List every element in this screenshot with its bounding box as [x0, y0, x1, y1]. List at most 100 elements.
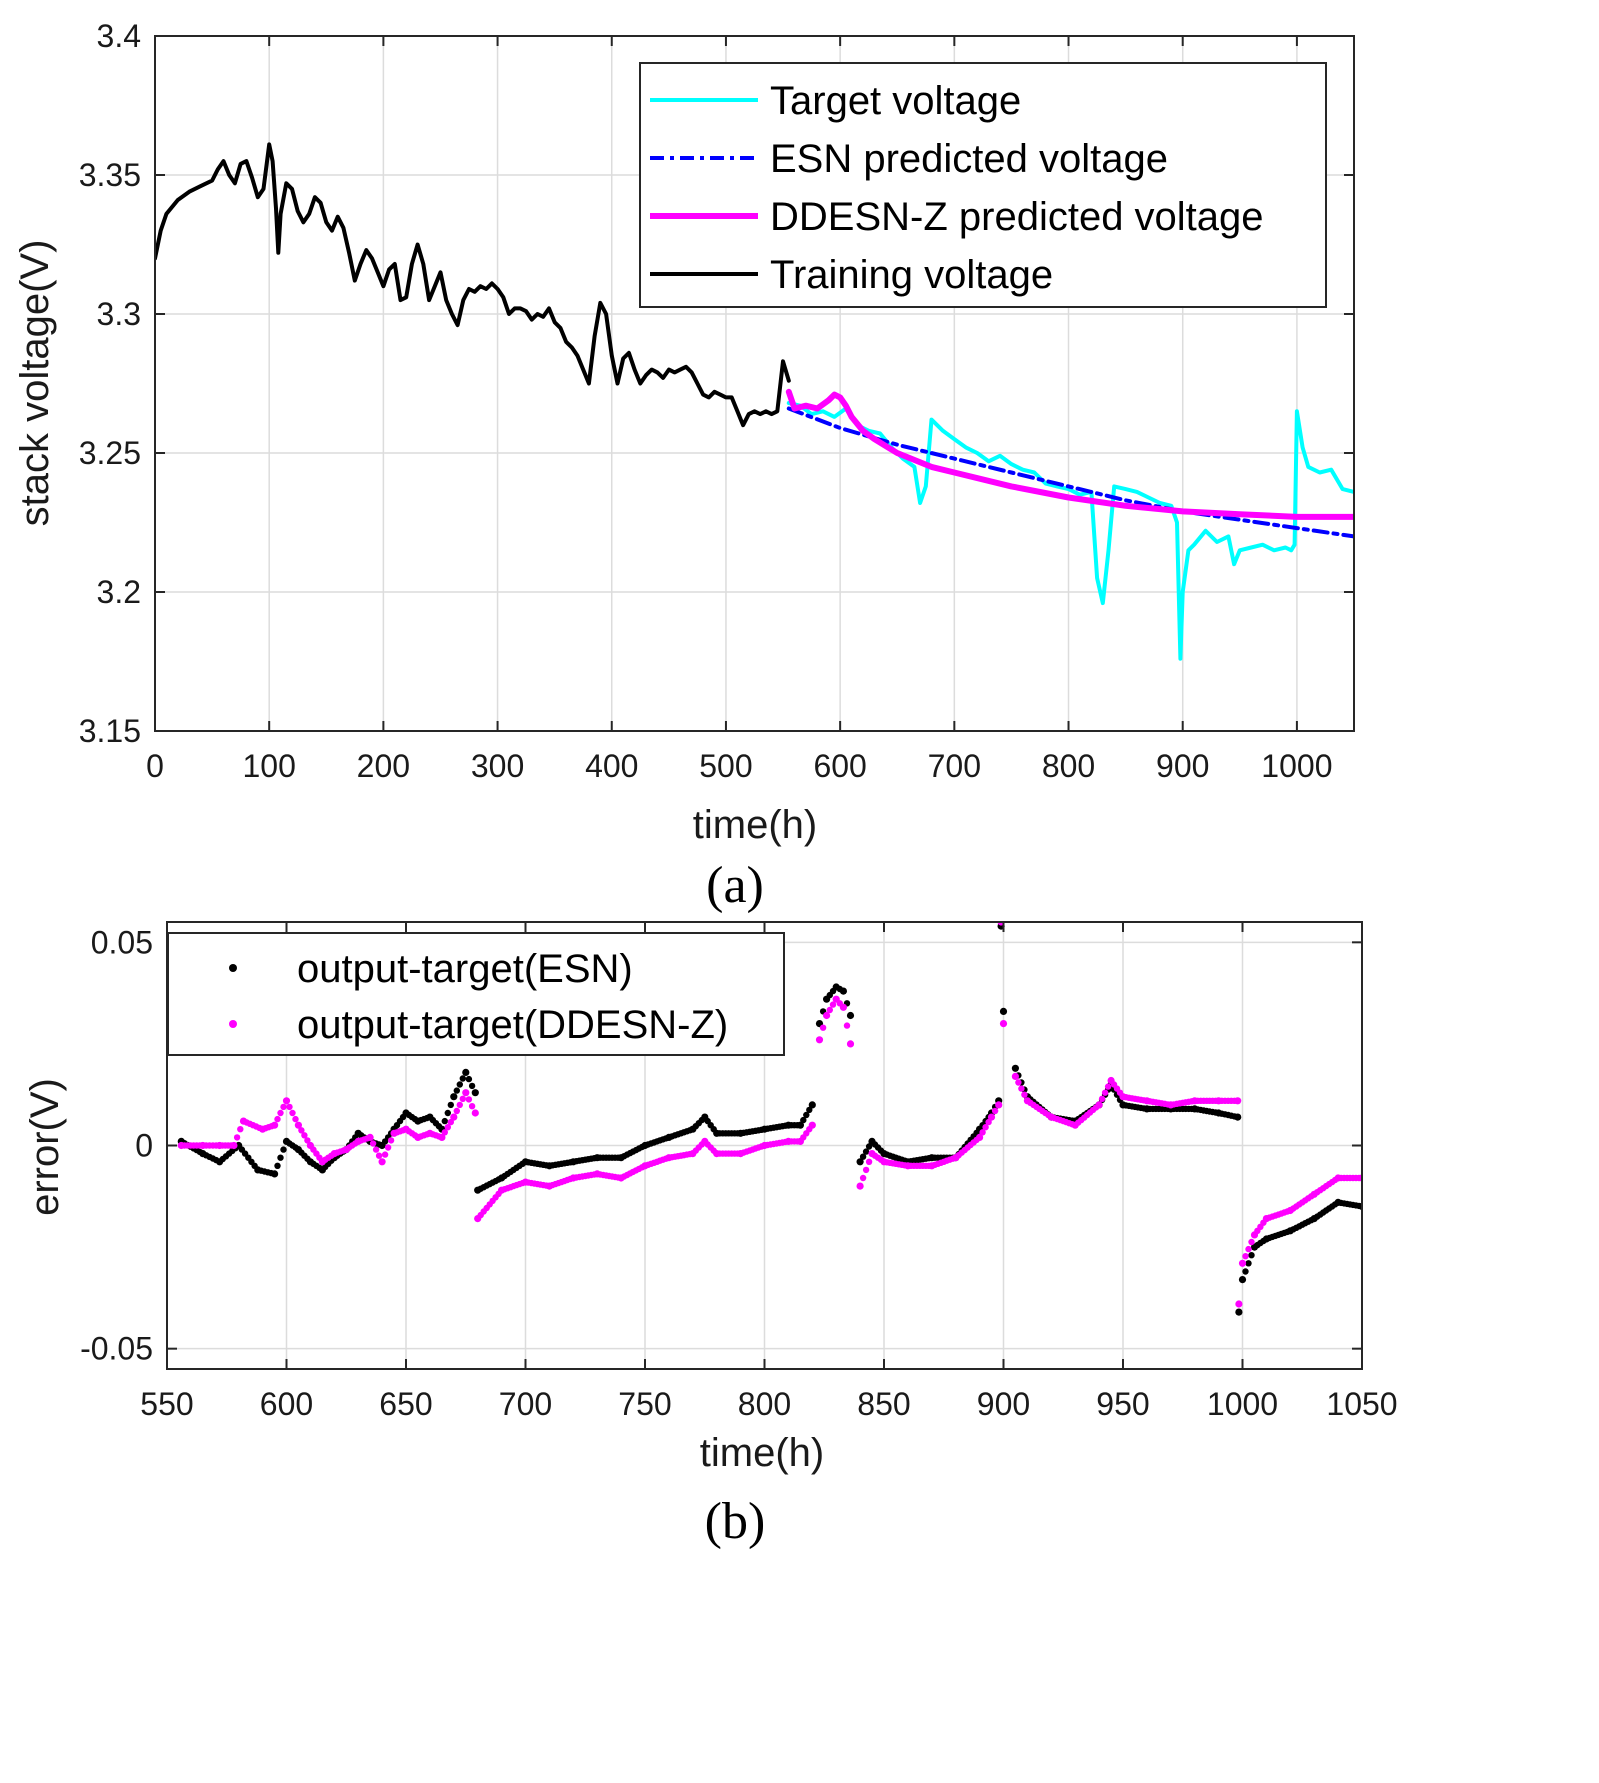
data-point [465, 1075, 473, 1083]
data-point [453, 1107, 460, 1115]
data-point [803, 1111, 810, 1119]
data-point [277, 1154, 284, 1161]
chart-b-caption: (b) [705, 1493, 766, 1550]
y-tick-label: 3.4 [97, 18, 141, 54]
data-point [274, 1115, 281, 1123]
data-point [995, 1101, 1003, 1109]
series-points-esn [177, 922, 1362, 1316]
data-point [865, 1143, 873, 1150]
x-tick-label: 700 [928, 748, 981, 784]
data-point [1242, 1253, 1249, 1260]
chart-b-ticks: 550 600 650 700 750 800 850 900 950 1000 1050 -0.05… [80, 922, 1398, 1422]
data-point [1235, 1308, 1243, 1316]
data-point [294, 1121, 302, 1129]
x-tick-label: 750 [618, 1386, 671, 1422]
y-tick-label: 3.35 [79, 157, 141, 193]
x-tick-label: 500 [699, 748, 752, 784]
chart-a-ylabel: stack voltage(V) [13, 240, 57, 527]
data-point [444, 1109, 451, 1117]
data-point [1242, 1268, 1249, 1275]
legend-box [167, 932, 785, 1056]
data-point [304, 1137, 311, 1144]
x-tick-label: 300 [471, 748, 524, 784]
data-point [289, 1109, 296, 1117]
data-point [985, 1118, 992, 1126]
x-tick-label: 900 [977, 1386, 1030, 1422]
data-point [441, 1117, 448, 1125]
data-point [1098, 1095, 1106, 1103]
chart-a-frame [154, 35, 1355, 732]
data-point [1234, 1113, 1242, 1121]
data-point [815, 1036, 824, 1044]
data-point [277, 1109, 284, 1117]
chart-a: 0 100 200 300 400 500 600 700 800 900 1000 3.15 3.2 3… [13, 18, 1355, 914]
data-point [292, 1115, 299, 1123]
data-point [271, 1170, 279, 1178]
data-point [987, 1113, 996, 1121]
legend-label: DDESN-Z predicted voltage [770, 195, 1264, 239]
data-point [447, 1101, 454, 1109]
data-point [823, 1011, 831, 1020]
y-tick-label: 3.3 [97, 296, 141, 332]
data-point [233, 1134, 241, 1141]
legend-label: ESN predicted voltage [770, 137, 1168, 181]
data-point [1248, 1252, 1255, 1259]
data-point [366, 1133, 374, 1141]
chart-b: 550 600 650 700 750 800 850 900 950 1000 1050 -0.05… [23, 921, 1398, 1550]
data-point [1234, 1097, 1242, 1105]
data-point [1018, 1085, 1025, 1092]
legend-label: output-target(DDESN-Z) [297, 1003, 728, 1047]
legend-label: output-target(ESN) [297, 947, 633, 991]
data-point [999, 1007, 1008, 1016]
data-point [468, 1103, 476, 1110]
data-point [286, 1103, 293, 1111]
x-tick-label: 900 [1156, 748, 1209, 784]
y-tick-label: 3.2 [97, 574, 141, 610]
data-point [280, 1146, 287, 1153]
data-point [808, 1101, 816, 1109]
x-tick-label: 650 [379, 1386, 432, 1422]
data-point [1011, 1072, 1020, 1080]
legend-swatch [229, 964, 237, 972]
x-tick-label: 1000 [1261, 748, 1332, 784]
data-point [1235, 1300, 1243, 1308]
data-point [298, 1127, 305, 1134]
data-point [839, 987, 848, 995]
x-tick-label: 800 [738, 1386, 791, 1422]
data-point [839, 1003, 848, 1011]
data-point [381, 1151, 389, 1158]
series-line-target-voltage [786, 401, 1354, 661]
x-tick-label: 1000 [1207, 1386, 1278, 1422]
data-point [806, 1106, 813, 1114]
data-point [1245, 1245, 1252, 1253]
data-point [369, 1140, 377, 1147]
data-point [444, 1124, 451, 1131]
data-point [1238, 1259, 1247, 1267]
data-point [976, 1133, 984, 1141]
data-point [982, 1124, 989, 1131]
data-point [459, 1075, 466, 1082]
data-point [237, 1126, 244, 1133]
x-tick-label: 550 [140, 1386, 193, 1422]
x-tick-label: 600 [260, 1386, 313, 1422]
chart-a-ticks: 0 100 200 300 400 500 600 700 800 900 1000 3.15 3.2 3… [79, 18, 1354, 784]
data-point [378, 1158, 386, 1166]
chart-a-series [155, 142, 1354, 661]
series-line-training-voltage [155, 142, 791, 428]
data-point [387, 1137, 395, 1144]
data-point [999, 1020, 1008, 1028]
data-point [471, 1089, 479, 1097]
data-point [819, 1024, 827, 1031]
y-tick-label: 3.15 [79, 713, 141, 749]
data-point [826, 1006, 833, 1014]
chart-b-xlabel: time(h) [700, 1431, 824, 1475]
x-tick-label: 800 [1042, 748, 1095, 784]
chart-a-legend: Target voltage ESN predicted voltage DDESN… [639, 62, 1327, 308]
data-point [1104, 1083, 1112, 1090]
data-point [862, 1148, 870, 1155]
y-tick-label: -0.05 [80, 1331, 153, 1367]
data-point [468, 1082, 476, 1090]
x-tick-label: 850 [857, 1386, 910, 1422]
data-point [846, 1011, 855, 1020]
